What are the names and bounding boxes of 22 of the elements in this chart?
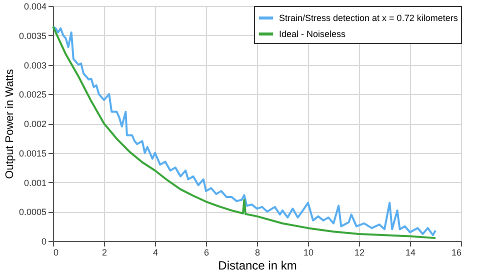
y-tick-label: 0.0025 — [18, 90, 46, 100]
y-tick-label: 0.0015 — [18, 148, 46, 158]
x-tick-label: 6 — [204, 248, 210, 258]
y-tick-label: 0.0005 — [18, 207, 46, 218]
x-tick-label: 10 — [303, 248, 314, 258]
x-axis-title: Distance in km — [218, 258, 297, 271]
x-tick-label: 12 — [354, 248, 365, 258]
y-tick-label: 0.004 — [24, 2, 46, 12]
x-tick-label: 4 — [152, 248, 158, 258]
x-tick-label: 8 — [254, 248, 260, 258]
x-tick-label: 2 — [102, 248, 108, 258]
y-tick-label: 0.003 — [24, 60, 46, 70]
legend-label: Ideal - Noiseless — [279, 29, 346, 39]
x-tick-label: 14 — [405, 248, 416, 258]
legend-label: Strain/Stress detection at x = 0.72 kilometers — [279, 13, 458, 23]
y-axis-title: Output Power in Watts — [4, 68, 16, 179]
x-tick-label: 0 — [54, 248, 59, 258]
y-tick-label: 0.001 — [24, 178, 46, 188]
y-tick-label: 0.002 — [24, 119, 46, 129]
y-tick-label: 0.0035 — [18, 30, 46, 41]
x-tick-label: 16 — [451, 248, 462, 258]
y-tick-label: 0 — [41, 236, 46, 246]
